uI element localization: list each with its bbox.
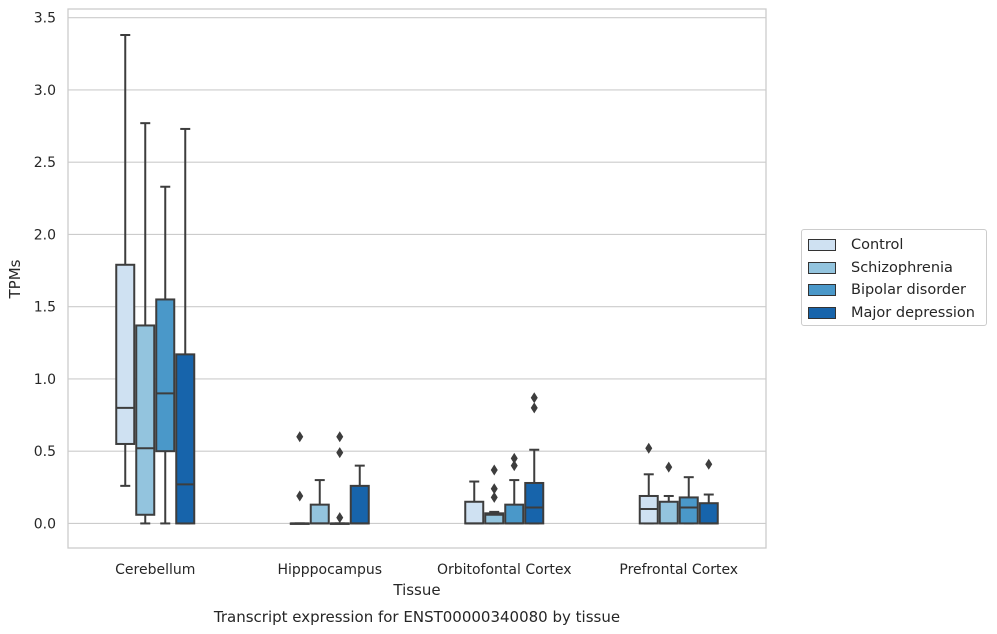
- outlier-point: [490, 491, 498, 503]
- x-tick-label: Prefrontal Cortex: [619, 562, 738, 578]
- legend-swatch-bipolar-disorder: [808, 284, 836, 297]
- legend-item-bipolar-disorder: Bipolar disorder: [808, 279, 980, 302]
- legend-swatch-major-depression: [808, 306, 836, 319]
- outlier-point: [336, 447, 344, 459]
- box-group: [135, 122, 156, 525]
- box-rect: [658, 500, 679, 525]
- legend-item-major-depression: Major depression: [808, 302, 980, 325]
- box-rect: [464, 500, 485, 525]
- outlier-point: [665, 461, 673, 473]
- x-tick-label: Orbitofontal Cortex: [437, 562, 572, 578]
- box-rect: [175, 353, 196, 525]
- outlier-point: [510, 460, 518, 472]
- box-rect: [698, 502, 719, 525]
- outlier-point: [530, 402, 538, 414]
- y-tick-label: 3.0: [34, 83, 56, 99]
- outlier-point: [645, 442, 653, 454]
- box-rect: [484, 512, 505, 525]
- box-rect: [504, 503, 525, 525]
- box-rect: [349, 484, 370, 525]
- box-group: [524, 392, 545, 525]
- box-group: [464, 480, 485, 525]
- outlier-point: [530, 392, 538, 404]
- box-rect: [115, 263, 136, 445]
- box-rect: [309, 503, 330, 525]
- box-group: [115, 34, 136, 487]
- box-group: [638, 442, 659, 525]
- legend-swatch-control: [808, 239, 836, 252]
- outlier-point: [336, 512, 344, 524]
- outlier-point: [296, 490, 304, 502]
- outlier-point: [336, 431, 344, 443]
- box-group: [289, 431, 310, 525]
- y-tick-label: 2.0: [34, 227, 56, 243]
- outlier-point: [490, 464, 498, 476]
- y-tick-label: 1.5: [34, 300, 56, 316]
- outlier-point: [490, 483, 498, 495]
- box-group: [175, 127, 196, 525]
- outlier-point: [705, 458, 713, 470]
- box-group: [349, 464, 370, 525]
- y-tick-label: 0.0: [34, 516, 56, 532]
- box-group: [678, 476, 699, 525]
- legend-swatch-schizophrenia: [808, 261, 836, 274]
- box-group: [155, 185, 176, 525]
- x-tick-labels: Cerebellum Hipppocampus Orbitofontal Corte…: [115, 562, 738, 578]
- y-tick-label: 2.5: [34, 155, 56, 171]
- y-tick-label: 3.5: [34, 11, 56, 27]
- legend-label-bipolar-disorder: Bipolar disorder: [851, 282, 966, 299]
- chart-title: Transcript expression for ENST0000034008…: [213, 608, 620, 626]
- box-rect: [135, 324, 156, 516]
- outlier-point: [296, 431, 304, 443]
- legend-label-control: Control: [851, 237, 904, 254]
- legend-item-schizophrenia: Schizophrenia: [808, 257, 980, 280]
- legend-label-schizophrenia: Schizophrenia: [851, 259, 953, 276]
- box-rect: [155, 298, 176, 453]
- box-rect: [524, 481, 545, 525]
- x-tick-label: Hipppocampus: [277, 562, 382, 578]
- legend: Control Schizophrenia Bipolar disorder M…: [801, 229, 987, 326]
- box-rect: [678, 496, 699, 525]
- box-group: [504, 452, 525, 525]
- legend-label-major-depression: Major depression: [851, 304, 975, 321]
- outlier-point: [510, 452, 518, 464]
- box-group: [484, 464, 505, 525]
- y-tick-labels: 0.0 0.5 1.0 1.5 2.0 2.5 3.0 3.5: [34, 11, 56, 533]
- legend-item-control: Control: [808, 234, 980, 257]
- box-group: [698, 458, 719, 525]
- x-axis-label: Tissue: [392, 581, 440, 599]
- box-group: [658, 461, 679, 525]
- box-group: [329, 431, 350, 525]
- plot-frame: [67, 8, 767, 549]
- y-tick-label: 0.5: [34, 444, 56, 460]
- y-axis-label: TPMs: [6, 259, 24, 299]
- box-group: [309, 479, 330, 525]
- y-tick-label: 1.0: [34, 372, 56, 388]
- x-tick-label: Cerebellum: [115, 562, 195, 578]
- box-series: [115, 34, 719, 525]
